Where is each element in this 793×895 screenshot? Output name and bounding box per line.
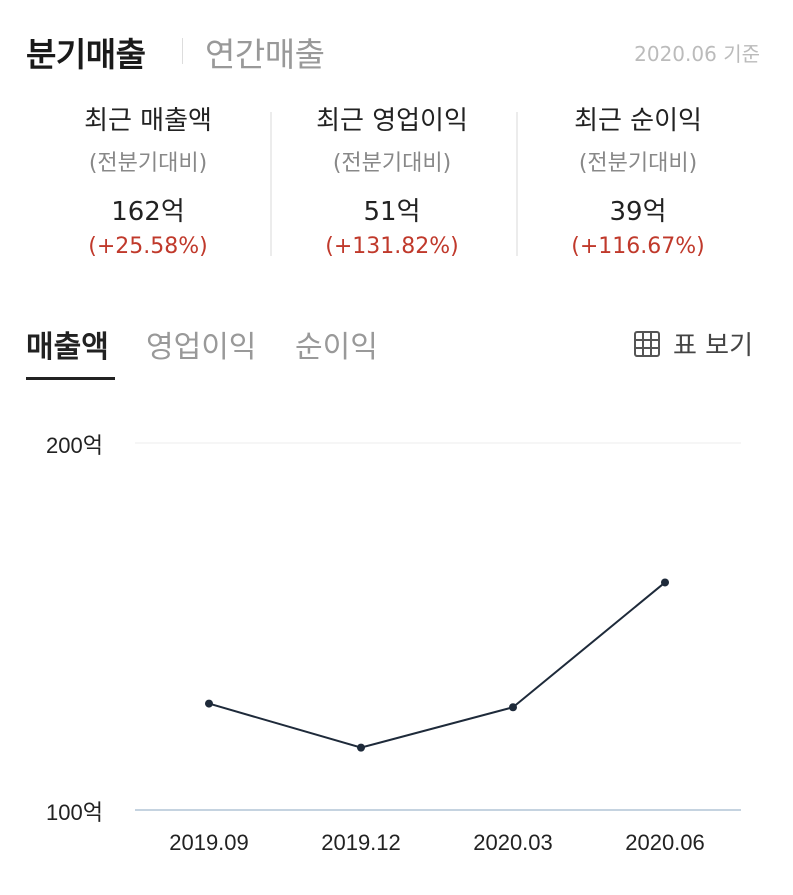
metric-operating-profit: 최근 영업이익 (전분기대비) 51억 (+131.82%) xyxy=(272,100,512,259)
table-view-label: 표 보기 xyxy=(673,331,754,361)
metric-value: 162억 xyxy=(111,197,185,227)
header-divider xyxy=(182,38,183,64)
metric-change: (+116.67%) xyxy=(571,234,705,259)
table-grid-icon xyxy=(634,330,660,357)
chart-tab-net-income[interactable]: 순이익 xyxy=(295,330,378,365)
table-view-button[interactable]: 표 보기 xyxy=(633,325,753,362)
x-tick-label: 2019.12 xyxy=(321,830,401,855)
metric-title: 최근 영업이익 xyxy=(316,106,468,136)
tab-quarterly-sales[interactable]: 분기매출 xyxy=(26,35,146,74)
metric-value: 39억 xyxy=(609,197,667,227)
y-tick-label: 200억 xyxy=(46,433,103,458)
revenue-line-chart: 200억 100억 2019.09 2019.12 2020.03 2020.06 xyxy=(46,433,741,855)
metric-change: (+25.58%) xyxy=(88,234,208,259)
chart-tab-operating-profit[interactable]: 영업이익 xyxy=(146,330,257,365)
tab-annual-sales[interactable]: 연간매출 xyxy=(205,35,325,74)
metric-subtitle: (전분기대비) xyxy=(88,151,208,176)
y-tick-label: 100억 xyxy=(46,800,103,825)
metric-value: 51억 xyxy=(363,197,421,227)
x-tick-label: 2020.03 xyxy=(473,830,553,855)
data-point xyxy=(509,703,517,712)
data-point xyxy=(661,578,669,587)
data-point xyxy=(205,699,213,708)
metric-subtitle: (전분기대비) xyxy=(332,151,452,176)
metric-subtitle: (전분기대비) xyxy=(578,151,698,176)
data-point xyxy=(357,743,365,752)
metric-title: 최근 순이익 xyxy=(574,106,702,136)
chart-tab-revenue[interactable]: 매출액 xyxy=(26,330,109,365)
x-tick-label: 2020.06 xyxy=(625,830,705,855)
series-line xyxy=(208,581,666,749)
metric-divider xyxy=(516,112,518,256)
metric-title: 최근 매출액 xyxy=(84,106,212,136)
metric-revenue: 최근 매출액 (전분기대비) 162억 (+25.58%) xyxy=(28,100,268,259)
metric-divider xyxy=(270,112,272,256)
basis-date: 2020.06 기준 xyxy=(634,42,760,66)
x-tick-label: 2019.09 xyxy=(169,830,249,855)
active-tab-underline xyxy=(26,377,115,380)
metric-change: (+131.82%) xyxy=(325,234,459,259)
metric-net-income: 최근 순이익 (전분기대비) 39억 (+116.67%) xyxy=(518,100,758,259)
